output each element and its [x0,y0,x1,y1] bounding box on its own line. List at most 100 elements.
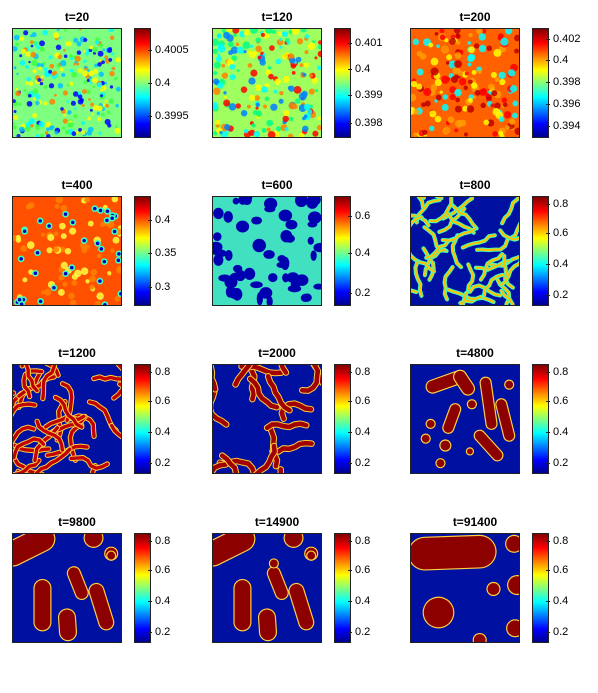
colorbar [532,196,549,306]
pattern-layer [13,365,121,473]
field-image [410,196,520,306]
colorbar-tick-label: 0.4 [347,595,371,608]
panel-title: t=2000 [258,346,296,360]
pattern-layer [411,534,519,642]
panel: t=800 0.8 0.6 0.4 0.2 [398,178,588,346]
colorbar-tick-label: 0.402 [546,33,581,45]
pattern-layer [213,29,321,137]
panel-title: t=600 [261,178,293,192]
colorbar-tick-label: 0.6 [347,395,371,408]
field-svg [411,365,519,473]
field-svg [13,29,121,137]
colorbar-tick-label: 0.6 [147,395,171,408]
colorbar-tick-label: 0.4 [347,426,371,439]
colorbar [334,533,351,643]
panel-title: t=120 [261,10,293,24]
pattern-layer [411,365,519,473]
colorbar-tick-label: 0.394 [546,119,581,132]
colorbar-tick-label: 0.2 [347,457,371,469]
colorbar [532,28,549,138]
colorbar [134,533,151,643]
colorbar-tick-label: 0.6 [545,227,569,240]
colorbar-tick-label: 0.401 [348,37,383,50]
colorbar-tick-label: 0.399 [348,89,383,102]
panel-title: t=800 [459,178,491,192]
pattern-layer [13,534,121,642]
panel-title: t=400 [61,178,93,192]
colorbar [134,196,151,306]
colorbar-tick-label: 0.8 [545,197,569,210]
colorbar-tick-label: 0.4 [545,595,569,608]
panel: t=1200 0.8 0.6 0.4 0.2 [0,346,190,514]
panel: t=400 0.4 0.35 0.3 [0,178,190,346]
panel: t=14900 0.8 0.6 0.4 0.2 [200,515,390,683]
panel: t=600 0.6 0.4 0.2 [200,178,390,346]
colorbar-tick-label: 0.8 [545,534,569,547]
panel: t=200 0.402 0.4 0.398 0.396 0.394 [398,10,588,178]
colorbar [334,196,351,306]
panel-title: t=200 [459,10,491,24]
field-svg [13,365,121,473]
pattern-layer [13,197,121,305]
field-svg [213,29,321,137]
field-image [410,364,520,474]
colorbar-tick-label: 0.396 [546,97,581,110]
panel: t=9800 0.8 0.6 0.4 0.2 [0,515,190,683]
field-image [212,28,322,138]
colorbar-tick-label: 0.4 [545,258,569,271]
panel-title: t=9800 [58,515,96,529]
panel: t=4800 0.8 0.6 0.4 0.2 [398,346,588,514]
panel-title: t=14900 [254,515,300,529]
field-svg [213,197,321,305]
colorbar [134,364,151,474]
colorbar-tick-label: 0.2 [147,626,171,638]
field-svg [13,534,121,642]
field-image [12,533,122,643]
colorbar-tick-label: 0.2 [545,289,569,301]
pattern-layer [411,197,519,305]
colorbar [334,364,351,474]
field-svg [411,197,519,305]
pattern-layer [411,29,519,137]
panel: t=91400 0.8 0.6 0.4 0.2 [398,515,588,683]
colorbar-tick-label: 0.4 [545,426,569,439]
colorbar-tick-label: 0.8 [147,365,171,378]
colorbar-tick-label: 0.6 [347,564,371,577]
panel-title: t=4800 [456,346,494,360]
field-image [410,533,520,643]
field-image [12,196,122,306]
colorbar-tick-label: 0.4 [147,426,171,439]
field-svg [411,29,519,137]
colorbar-tick-label: 0.8 [147,534,171,547]
colorbar-tick-label: 0.3 [147,281,171,294]
colorbar-tick-label: 0.398 [546,75,581,88]
colorbar-tick-label: 0.4 [545,53,569,66]
colorbar-tick-label: 0.8 [347,365,371,378]
colorbar [532,533,549,643]
colorbar [532,364,549,474]
colorbar-tick-label: 0.398 [348,116,383,129]
colorbar-tick-label: 0.4 [147,77,171,89]
colorbar-tick-label: 0.35 [147,247,177,260]
colorbar-tick-label: 0.4005 [148,44,189,56]
colorbar-tick-label: 0.3995 [148,110,189,122]
field-svg [213,365,321,473]
field-svg [13,197,121,305]
colorbar-tick-label: 0.4 [147,595,171,608]
colorbar-tick-label: 0.8 [545,365,569,378]
panel-title: t=20 [64,10,90,24]
colorbar-tick-label: 0.2 [147,457,171,469]
colorbar-tick-label: 0.4 [147,214,171,227]
colorbar-tick-label: 0.4 [347,62,371,75]
field-image [12,364,122,474]
colorbar-tick-label: 0.2 [545,626,569,638]
panel: t=20 0.4005 0.4 0.3995 [0,10,190,178]
pattern-layer [213,197,321,305]
field-image [212,364,322,474]
panel-title: t=91400 [452,515,498,529]
panel-title: t=1200 [58,346,96,360]
colorbar [334,28,351,138]
field-image [410,28,520,138]
colorbar-tick-label: 0.4 [347,247,371,260]
panel: t=120 0.401 0.4 0.399 0.398 [200,10,390,178]
